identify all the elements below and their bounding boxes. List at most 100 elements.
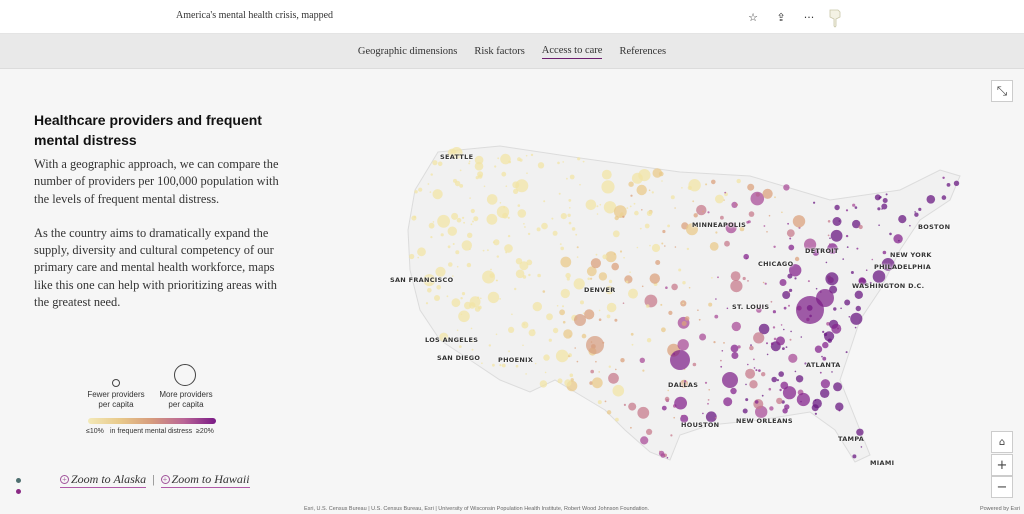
county-circle[interactable] (630, 426, 632, 429)
county-circle[interactable] (434, 295, 440, 301)
county-circle[interactable] (814, 345, 823, 353)
county-circle[interactable] (750, 191, 765, 206)
county-circle[interactable] (783, 184, 790, 191)
county-circle[interactable] (543, 354, 550, 361)
county-circle[interactable] (678, 268, 682, 272)
county-circle[interactable] (748, 211, 755, 217)
county-circle[interactable] (636, 246, 639, 249)
county-circle[interactable] (833, 307, 837, 311)
county-circle[interactable] (527, 232, 531, 236)
county-circle[interactable] (455, 155, 458, 158)
county-circle[interactable] (730, 344, 739, 353)
county-circle[interactable] (430, 282, 433, 285)
county-circle[interactable] (439, 332, 449, 342)
county-circle[interactable] (515, 179, 529, 193)
county-circle[interactable] (513, 188, 519, 194)
county-circle[interactable] (628, 402, 637, 411)
county-circle[interactable] (446, 295, 449, 298)
county-circle[interactable] (711, 277, 713, 279)
county-circle[interactable] (749, 345, 754, 351)
county-circle[interactable] (505, 251, 508, 254)
county-circle[interactable] (714, 417, 717, 419)
county-circle[interactable] (826, 322, 830, 326)
county-circle[interactable] (717, 276, 719, 279)
county-circle[interactable] (852, 219, 861, 229)
county-circle[interactable] (831, 371, 833, 373)
county-circle[interactable] (699, 333, 707, 341)
county-circle[interactable] (865, 269, 868, 271)
county-circle[interactable] (525, 154, 528, 157)
county-circle[interactable] (681, 187, 683, 189)
county-circle[interactable] (497, 157, 500, 160)
county-circle[interactable] (534, 362, 537, 365)
county-circle[interactable] (832, 217, 842, 226)
county-circle[interactable] (557, 161, 560, 165)
county-circle[interactable] (844, 299, 851, 306)
county-circle[interactable] (794, 277, 797, 280)
county-circle[interactable] (646, 428, 653, 435)
county-circle[interactable] (482, 270, 496, 284)
county-circle[interactable] (756, 307, 762, 313)
county-circle[interactable] (829, 237, 831, 239)
county-circle[interactable] (773, 337, 777, 341)
zoom-to-alaska-link[interactable]: + Zoom to Alaska (60, 472, 147, 488)
county-circle[interactable] (515, 258, 523, 265)
county-circle[interactable] (820, 379, 830, 389)
county-circle[interactable] (812, 249, 820, 256)
county-circle[interactable] (783, 328, 785, 331)
county-circle[interactable] (684, 380, 687, 383)
county-circle[interactable] (499, 298, 501, 300)
county-circle[interactable] (674, 396, 687, 410)
home-extent-button[interactable]: ⌂ (991, 431, 1013, 453)
county-circle[interactable] (543, 200, 546, 203)
county-circle[interactable] (482, 249, 485, 252)
county-circle[interactable] (548, 338, 552, 342)
county-circle[interactable] (456, 217, 462, 223)
county-circle[interactable] (562, 305, 564, 308)
county-circle[interactable] (644, 223, 650, 229)
county-circle[interactable] (430, 236, 433, 239)
county-circle[interactable] (762, 281, 765, 284)
county-circle[interactable] (872, 270, 886, 283)
county-circle[interactable] (766, 342, 768, 345)
county-circle[interactable] (478, 174, 483, 179)
county-circle[interactable] (783, 306, 787, 310)
county-circle[interactable] (885, 193, 888, 196)
county-circle[interactable] (613, 205, 627, 218)
county-circle[interactable] (822, 356, 827, 361)
county-circle[interactable] (523, 223, 525, 225)
county-circle[interactable] (745, 383, 747, 386)
county-circle[interactable] (437, 214, 450, 228)
county-circle[interactable] (608, 279, 613, 284)
county-circle[interactable] (612, 384, 625, 397)
county-circle[interactable] (655, 260, 661, 265)
county-circle[interactable] (686, 247, 690, 251)
county-circle[interactable] (629, 205, 632, 208)
county-circle[interactable] (664, 396, 670, 402)
county-circle[interactable] (471, 348, 474, 351)
county-circle[interactable] (469, 248, 471, 251)
county-circle[interactable] (648, 189, 651, 192)
county-circle[interactable] (670, 434, 673, 437)
county-circle[interactable] (753, 367, 756, 369)
county-circle-large[interactable] (816, 289, 834, 307)
county-circle[interactable] (753, 358, 755, 361)
county-circle[interactable] (564, 379, 572, 387)
county-circle[interactable] (726, 307, 729, 310)
county-circle[interactable] (804, 362, 807, 365)
county-circle[interactable] (519, 158, 523, 162)
county-circle[interactable] (555, 349, 569, 363)
county-circle[interactable] (460, 297, 463, 300)
county-circle[interactable] (714, 314, 719, 319)
county-circle[interactable] (469, 197, 471, 199)
county-circle[interactable] (505, 185, 508, 187)
county-circle[interactable] (515, 364, 519, 368)
county-circle[interactable] (662, 229, 666, 234)
county-circle[interactable] (898, 239, 900, 242)
county-circle[interactable] (792, 215, 806, 228)
county-circle[interactable] (636, 184, 647, 196)
county-circle[interactable] (541, 222, 548, 230)
county-circle[interactable] (708, 302, 713, 307)
county-circle[interactable] (815, 287, 818, 290)
county-circle[interactable] (790, 330, 792, 333)
